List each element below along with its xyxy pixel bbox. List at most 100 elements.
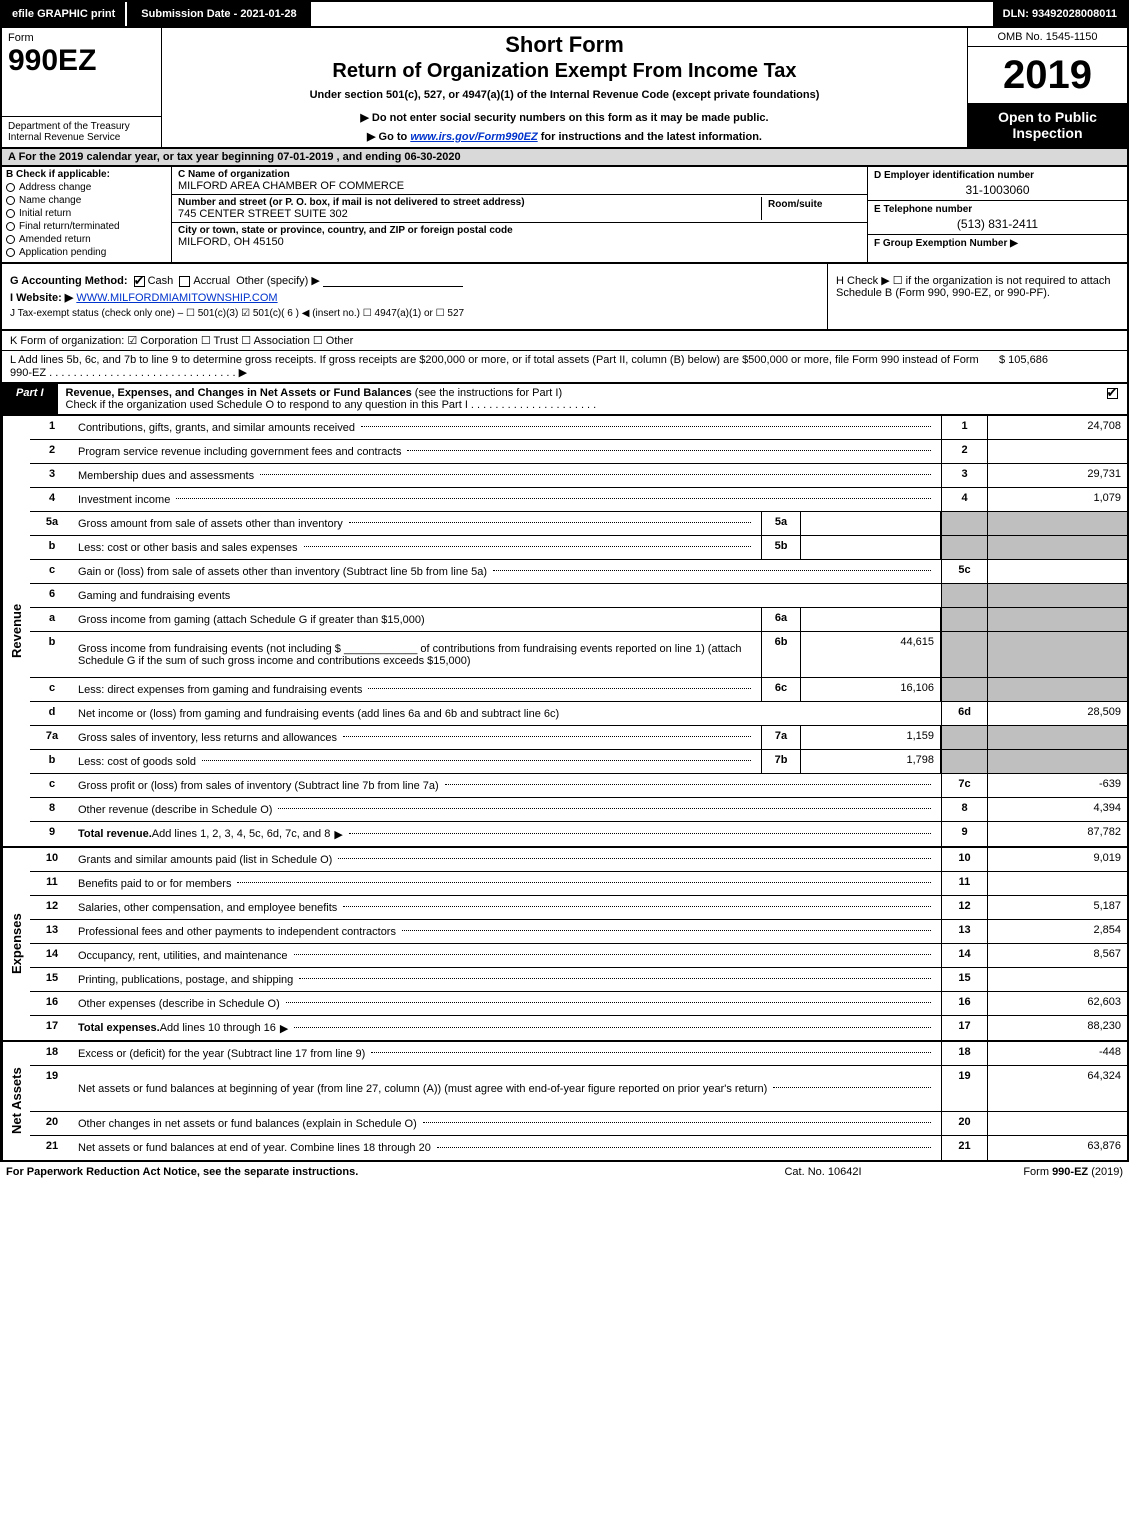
right-line-number: 6d: [941, 702, 987, 725]
line-number: 13: [30, 920, 74, 943]
line-l: L Add lines 5b, 6c, and 7b to line 9 to …: [2, 351, 1127, 382]
chk-cash[interactable]: [134, 276, 145, 287]
line-description: Other revenue (describe in Schedule O): [74, 798, 941, 821]
city-label: City or town, state or province, country…: [178, 225, 861, 236]
mid-line-number: 6a: [761, 608, 801, 631]
chk-application-pending[interactable]: Application pending: [6, 247, 167, 258]
right-line-value: [987, 512, 1127, 535]
section-a-tax-year: A For the 2019 calendar year, or tax yea…: [0, 149, 1129, 167]
line-number: 12: [30, 896, 74, 919]
right-line-value: 62,603: [987, 992, 1127, 1015]
table-row: aGross income from gaming (attach Schedu…: [30, 608, 1127, 632]
tel-label: E Telephone number: [874, 204, 972, 215]
right-line-number: 2: [941, 440, 987, 463]
part-i-checkbox[interactable]: [1097, 384, 1127, 414]
box-d-e-f: D Employer identification number 31-1003…: [867, 167, 1127, 262]
open-inspection-badge: Open to Public Inspection: [968, 103, 1127, 147]
org-name: MILFORD AREA CHAMBER OF COMMERCE: [178, 180, 861, 192]
block-kl: K Form of organization: ☑ Corporation ☐ …: [0, 331, 1129, 384]
line-description: Gross sales of inventory, less returns a…: [74, 726, 761, 749]
part-i-title: Revenue, Expenses, and Changes in Net As…: [58, 384, 1097, 414]
line-description: Program service revenue including govern…: [74, 440, 941, 463]
right-line-value: -639: [987, 774, 1127, 797]
footer-formref: Form 990-EZ (2019): [923, 1166, 1123, 1178]
right-line-number: [941, 726, 987, 749]
expenses-table: Expenses 10Grants and similar amounts pa…: [0, 848, 1129, 1042]
right-line-value: [987, 536, 1127, 559]
line-description: Salaries, other compensation, and employ…: [74, 896, 941, 919]
mid-line-number: 6b: [761, 632, 801, 677]
org-name-label: C Name of organization: [178, 169, 861, 180]
chk-name-change[interactable]: Name change: [6, 195, 167, 206]
table-row: 10Grants and similar amounts paid (list …: [30, 848, 1127, 872]
chk-initial-return[interactable]: Initial return: [6, 208, 167, 219]
city-value: MILFORD, OH 45150: [178, 236, 861, 248]
block-ghij: G Accounting Method: Cash Accrual Other …: [0, 264, 1129, 331]
header-center: Short Form Return of Organization Exempt…: [162, 28, 967, 147]
line-number: c: [30, 774, 74, 797]
right-line-number: 1: [941, 416, 987, 439]
table-row: 12Salaries, other compensation, and empl…: [30, 896, 1127, 920]
chk-address-change[interactable]: Address change: [6, 182, 167, 193]
line-number: b: [30, 632, 74, 677]
goto-pre: ▶ Go to: [367, 131, 410, 143]
line-number: b: [30, 536, 74, 559]
line-number: 9: [30, 822, 74, 846]
mid-line-number: 5b: [761, 536, 801, 559]
ein-value: 31-1003060: [874, 183, 1121, 197]
chk-amended-return[interactable]: Amended return: [6, 234, 167, 245]
right-line-number: 15: [941, 968, 987, 991]
mid-line-value: [801, 536, 941, 559]
chk-accrual[interactable]: [179, 276, 190, 287]
right-line-number: [941, 536, 987, 559]
line-number: 6: [30, 584, 74, 607]
table-row: 9Total revenue. Add lines 1, 2, 3, 4, 5c…: [30, 822, 1127, 846]
right-line-value: 88,230: [987, 1016, 1127, 1040]
mid-line-value: [801, 512, 941, 535]
efile-print-button[interactable]: efile GRAPHIC print: [2, 2, 127, 26]
right-line-number: 19: [941, 1066, 987, 1111]
street-label: Number and street (or P. O. box, if mail…: [178, 197, 761, 208]
table-row: 21Net assets or fund balances at end of …: [30, 1136, 1127, 1160]
form-word: Form: [2, 28, 161, 44]
right-line-number: 7c: [941, 774, 987, 797]
header-right: OMB No. 1545-1150 2019 Open to Public In…: [967, 28, 1127, 147]
topbar-spacer: [311, 2, 993, 26]
line-number: 2: [30, 440, 74, 463]
line-number: c: [30, 678, 74, 701]
goto-link[interactable]: www.irs.gov/Form990EZ: [410, 131, 537, 143]
line-j: J Tax-exempt status (check only one) – ☐…: [10, 308, 819, 319]
website-link[interactable]: WWW.MILFORDMIAMITOWNSHIP.COM: [76, 292, 277, 304]
line-description: Grants and similar amounts paid (list in…: [74, 848, 941, 871]
return-title: Return of Organization Exempt From Incom…: [170, 60, 959, 83]
right-line-value: 8,567: [987, 944, 1127, 967]
chk-final-return[interactable]: Final return/terminated: [6, 221, 167, 232]
mid-line-value: 44,615: [801, 632, 941, 677]
right-line-value: 64,324: [987, 1066, 1127, 1111]
mid-line-value: 16,106: [801, 678, 941, 701]
line-description: Gross income from gaming (attach Schedul…: [74, 608, 761, 631]
right-line-number: 10: [941, 848, 987, 871]
goto-post: for instructions and the latest informat…: [541, 131, 762, 143]
right-line-number: 9: [941, 822, 987, 846]
line-h: H Check ▶ ☐ if the organization is not r…: [836, 274, 1119, 299]
line-description: Net assets or fund balances at end of ye…: [74, 1136, 941, 1160]
line-description: Benefits paid to or for members: [74, 872, 941, 895]
line-description: Professional fees and other payments to …: [74, 920, 941, 943]
line-number: 19: [30, 1066, 74, 1111]
right-line-number: 17: [941, 1016, 987, 1040]
right-line-value: [987, 560, 1127, 583]
right-line-value: [987, 750, 1127, 773]
table-row: 18Excess or (deficit) for the year (Subt…: [30, 1042, 1127, 1066]
revenue-table: Revenue 1Contributions, gifts, grants, a…: [0, 416, 1129, 848]
line-k: K Form of organization: ☑ Corporation ☐ …: [2, 331, 1127, 351]
line-description: Net assets or fund balances at beginning…: [74, 1066, 941, 1111]
tel-value: (513) 831-2411: [874, 217, 1121, 231]
ghij-right: H Check ▶ ☐ if the organization is not r…: [827, 264, 1127, 329]
line-description: Total expenses. Add lines 10 through 16 …: [74, 1016, 941, 1040]
right-line-number: 5c: [941, 560, 987, 583]
right-line-value: 9,019: [987, 848, 1127, 871]
line-number: 16: [30, 992, 74, 1015]
ein-label: D Employer identification number: [874, 170, 1034, 181]
line-l-text: L Add lines 5b, 6c, and 7b to line 9 to …: [10, 354, 999, 379]
